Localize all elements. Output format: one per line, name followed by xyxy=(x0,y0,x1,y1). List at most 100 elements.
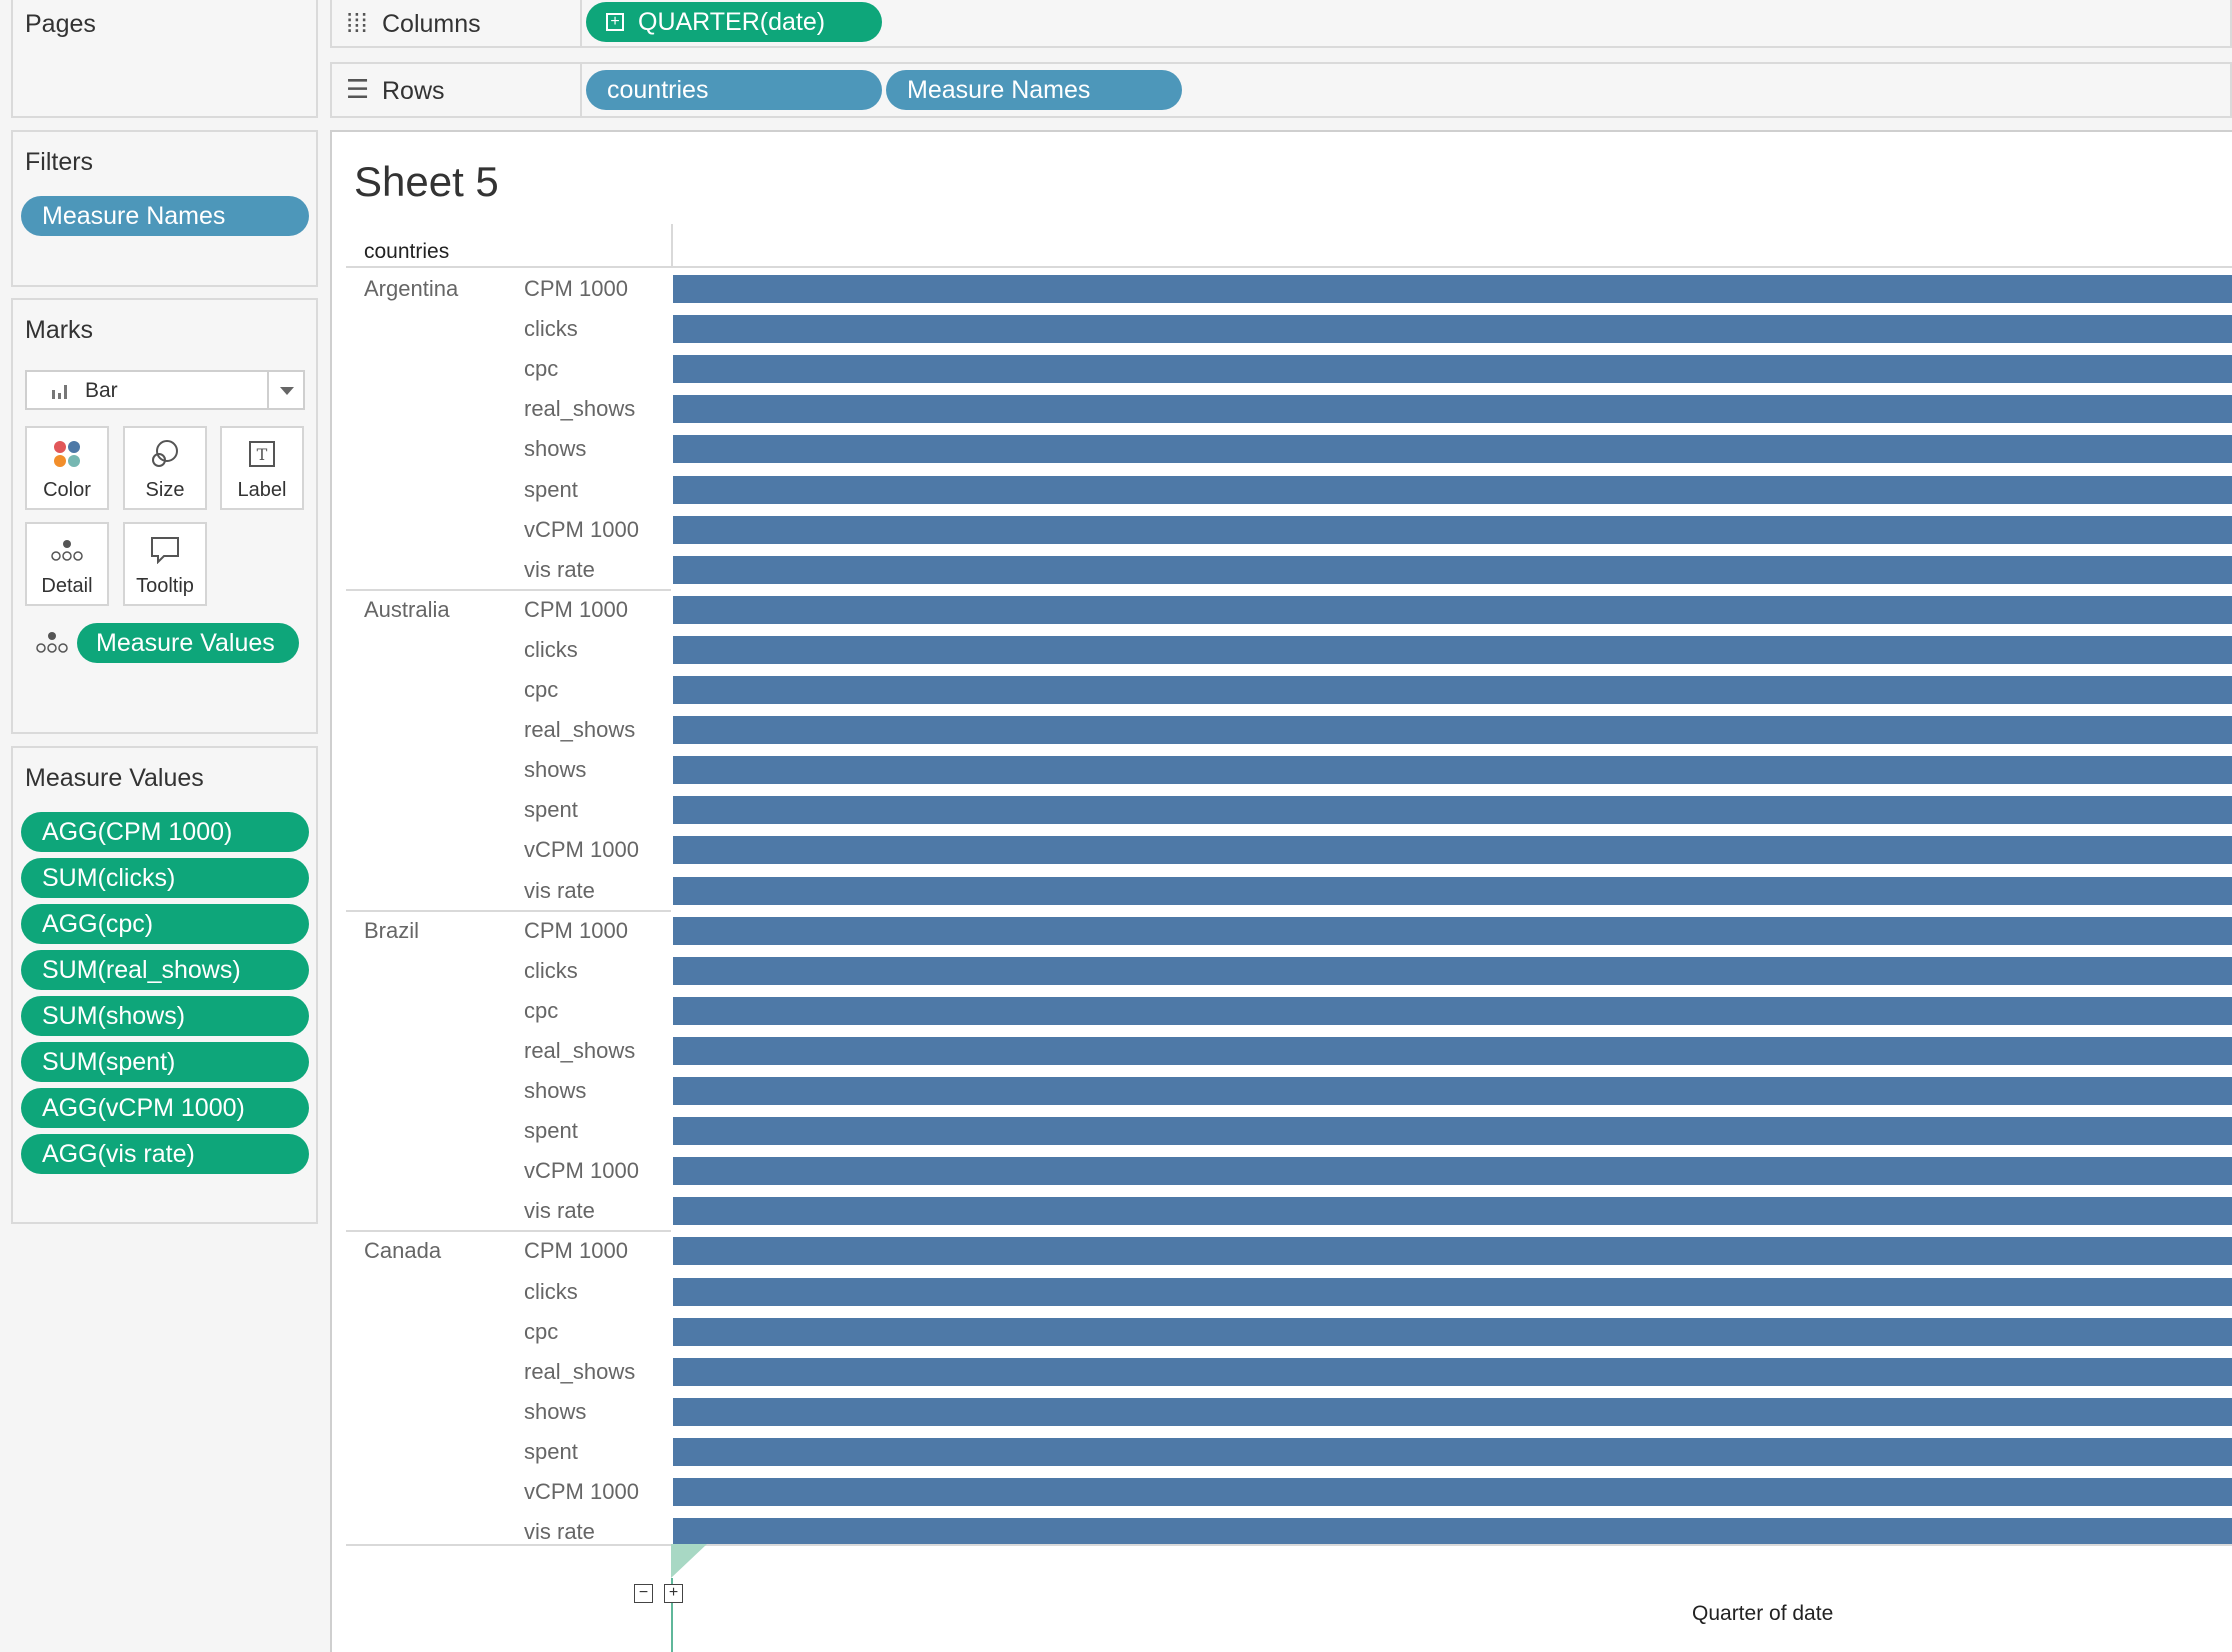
measure-name-label[interactable]: cpc xyxy=(524,997,559,1023)
measure-value-pill[interactable]: AGG(CPM 1000) xyxy=(21,812,309,852)
bar-mark[interactable] xyxy=(673,1397,2232,1426)
expand-plus-button[interactable]: + xyxy=(664,1584,683,1603)
measure-name-label[interactable]: cpc xyxy=(524,677,559,702)
columns-shelf[interactable]: ⁞⁞⁞ Columns + QUARTER(date) xyxy=(330,0,2232,48)
row-header-countries[interactable]: countries xyxy=(364,240,450,263)
label-card[interactable]: T Label xyxy=(220,426,304,510)
measure-name-label[interactable]: vCPM 1000 xyxy=(524,1158,639,1184)
measure-value-pill[interactable]: SUM(spent) xyxy=(21,1042,309,1082)
measure-name-label[interactable]: cpc xyxy=(524,356,559,382)
measure-name-label[interactable]: vis rate xyxy=(524,556,595,582)
measure-name-label[interactable]: clicks xyxy=(524,957,578,983)
measure-name-label[interactable]: vCPM 1000 xyxy=(524,837,639,863)
bar-mark[interactable] xyxy=(673,555,2232,584)
country-label[interactable]: Australia xyxy=(364,596,450,622)
bar-mark[interactable] xyxy=(673,1157,2232,1186)
detail-card[interactable]: Detail xyxy=(25,522,109,606)
filters-title: Filters xyxy=(25,148,94,176)
measure-name-label[interactable]: spent xyxy=(524,1438,578,1464)
measure-value-pill[interactable]: SUM(clicks) xyxy=(21,858,309,898)
measure-name-label[interactable]: shows xyxy=(524,436,587,462)
bar-mark[interactable] xyxy=(673,916,2232,945)
marks-card[interactable]: Marks Bar Color Size T Label xyxy=(11,298,318,734)
bar-mark[interactable] xyxy=(673,515,2232,544)
measure-name-label[interactable]: spent xyxy=(524,797,578,823)
pill-measure-names[interactable]: Measure Names xyxy=(886,70,1182,110)
bar-mark[interactable] xyxy=(673,676,2232,704)
measure-value-pill[interactable]: SUM(real_shows) xyxy=(21,950,309,990)
measure-name-label[interactable]: CPM 1000 xyxy=(524,596,628,622)
mark-type-dropdown[interactable]: Bar xyxy=(25,370,305,410)
bar-mark[interactable] xyxy=(673,956,2232,985)
bar-mark[interactable] xyxy=(673,1077,2232,1105)
bar-mark[interactable] xyxy=(673,1277,2232,1306)
bar-mark[interactable] xyxy=(673,1357,2232,1386)
bar-mark[interactable] xyxy=(673,1518,2232,1547)
measure-name-label[interactable]: CPM 1000 xyxy=(524,276,628,301)
measure-name-label[interactable]: real_shows xyxy=(524,717,636,743)
bar-mark[interactable] xyxy=(673,1237,2232,1266)
bar-mark[interactable] xyxy=(673,1478,2232,1506)
measure-name-label[interactable]: real_shows xyxy=(524,1037,636,1063)
measure-name-label[interactable]: vCPM 1000 xyxy=(524,1479,639,1504)
marks-pill-measure-values[interactable]: Measure Values xyxy=(77,623,299,663)
bar-mark[interactable] xyxy=(673,275,2232,303)
pages-card[interactable]: Pages xyxy=(11,0,318,118)
bar-mark[interactable] xyxy=(673,1317,2232,1346)
bar-mark[interactable] xyxy=(673,756,2232,785)
bar-mark[interactable] xyxy=(673,1117,2232,1146)
bar-mark[interactable] xyxy=(673,1437,2232,1466)
bar-mark[interactable] xyxy=(673,395,2232,424)
measure-name-label[interactable]: vCPM 1000 xyxy=(524,516,639,542)
measure-name-label[interactable]: CPM 1000 xyxy=(524,1238,628,1264)
filter-pill-measure-names[interactable]: Measure Names xyxy=(21,196,309,236)
measure-name-label[interactable]: shows xyxy=(524,1078,587,1103)
bar-mark[interactable] xyxy=(673,355,2232,384)
bar-mark[interactable] xyxy=(673,1036,2232,1065)
measure-name-label[interactable]: cpc xyxy=(524,1318,559,1344)
bar-mark[interactable] xyxy=(673,435,2232,464)
country-label[interactable]: Argentina xyxy=(364,276,459,301)
bar-mark[interactable] xyxy=(673,1197,2232,1226)
bar-mark[interactable] xyxy=(673,595,2232,624)
country-label[interactable]: Brazil xyxy=(364,917,420,943)
measure-name-label[interactable]: shows xyxy=(524,1398,587,1424)
bar-mark[interactable] xyxy=(673,635,2232,664)
rows-shelf[interactable]: ☰ Rows countries Measure Names xyxy=(330,62,2232,118)
bar-mark[interactable] xyxy=(673,876,2232,905)
chevron-down-icon[interactable] xyxy=(267,372,303,408)
measure-value-pill[interactable]: SUM(shows) xyxy=(21,996,309,1036)
size-card[interactable]: Size xyxy=(123,426,207,510)
bar-mark[interactable] xyxy=(673,836,2232,865)
bar-mark[interactable] xyxy=(673,716,2232,745)
measure-name-label[interactable]: spent xyxy=(524,476,578,502)
measure-name-label[interactable]: clicks xyxy=(524,636,578,662)
measure-name-label[interactable]: clicks xyxy=(524,1278,578,1304)
measure-name-label[interactable]: clicks xyxy=(524,316,578,342)
measure-name-label[interactable]: vis rate xyxy=(524,1519,595,1545)
tooltip-card[interactable]: Tooltip xyxy=(123,522,207,606)
measure-values-card[interactable]: Measure Values AGG(CPM 1000) SUM(clicks) A… xyxy=(11,746,318,1224)
measure-name-label[interactable]: vis rate xyxy=(524,1198,595,1224)
measure-name-label[interactable]: real_shows xyxy=(524,1358,636,1384)
country-label[interactable]: Canada xyxy=(364,1238,442,1264)
sheet-view[interactable]: Sheet 5 countries Argentina CPM 1000 click… xyxy=(330,130,2232,1652)
measure-name-label[interactable]: spent xyxy=(524,1118,578,1144)
measure-name-label[interactable]: shows xyxy=(524,757,587,783)
measure-name-label[interactable]: real_shows xyxy=(524,396,636,422)
bar-mark[interactable] xyxy=(673,475,2232,504)
collapse-minus-button[interactable]: − xyxy=(634,1584,653,1603)
bar-mark[interactable] xyxy=(673,796,2232,825)
measure-value-pill[interactable]: AGG(cpc) xyxy=(21,904,309,944)
measure-value-pill[interactable]: AGG(vis rate) xyxy=(21,1134,309,1174)
pill-quarter-date[interactable]: + QUARTER(date) xyxy=(586,2,882,42)
filters-card[interactable]: Filters Measure Names xyxy=(11,130,318,287)
expand-plus-icon[interactable]: + xyxy=(606,13,624,31)
color-card[interactable]: Color xyxy=(25,426,109,510)
measure-name-label[interactable]: CPM 1000 xyxy=(524,917,628,943)
bar-mark[interactable] xyxy=(673,315,2232,344)
bar-mark[interactable] xyxy=(673,996,2232,1025)
measure-value-pill[interactable]: AGG(vCPM 1000) xyxy=(21,1088,309,1128)
pill-countries[interactable]: countries xyxy=(586,70,882,110)
measure-name-label[interactable]: vis rate xyxy=(524,877,595,903)
